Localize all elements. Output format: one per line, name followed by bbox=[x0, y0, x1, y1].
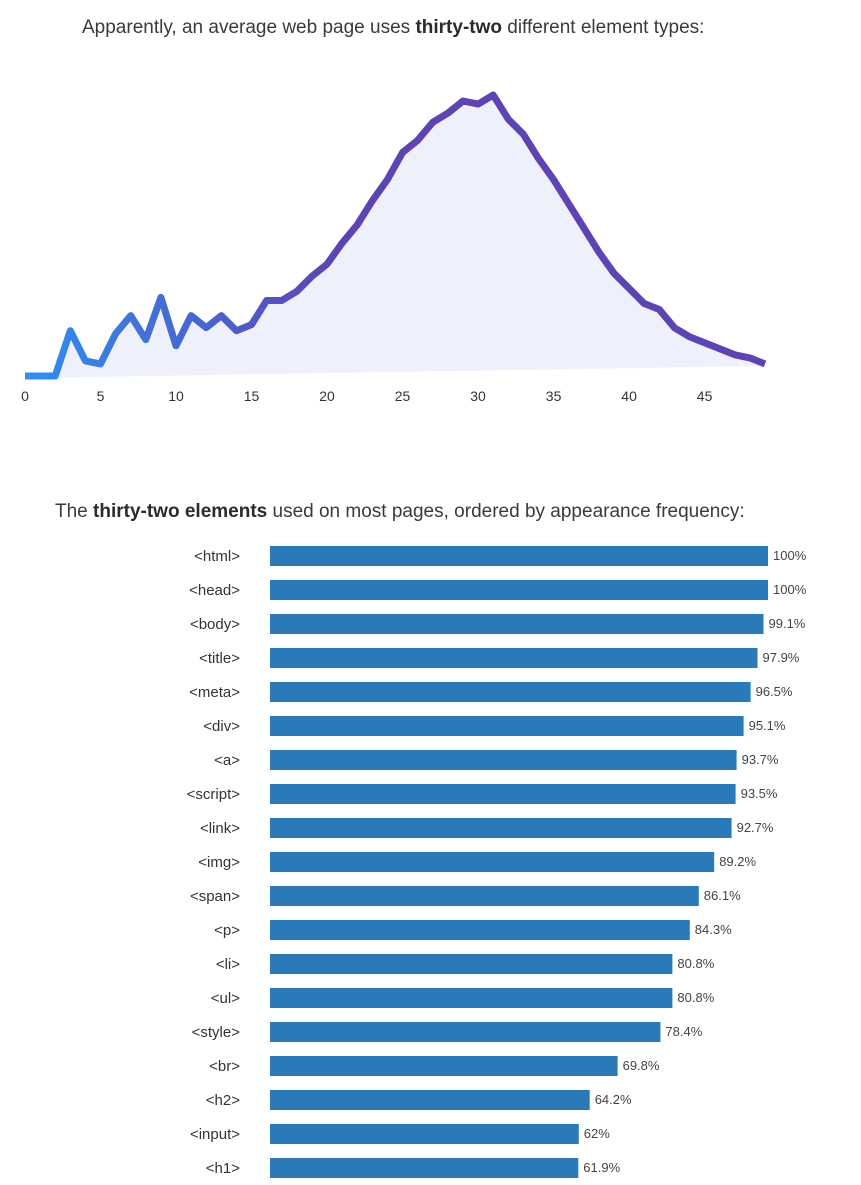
bar bbox=[270, 1056, 618, 1076]
category-label: <img> bbox=[198, 854, 240, 871]
bar bbox=[270, 750, 737, 770]
category-label: <br> bbox=[209, 1058, 240, 1075]
bar bbox=[270, 1022, 661, 1042]
bar-value-label: 89.2% bbox=[719, 854, 756, 869]
bar bbox=[270, 852, 715, 872]
bar bbox=[270, 614, 764, 634]
bar-value-label: 93.5% bbox=[741, 786, 778, 801]
intro-text-bold: thirty-two bbox=[415, 17, 502, 38]
x-axis-ticks: 0 5 10 15 20 25 30 35 40 45 bbox=[21, 388, 712, 404]
bar bbox=[270, 784, 736, 804]
bar-value-label: 84.3% bbox=[695, 922, 732, 937]
bar-value-label: 78.4% bbox=[665, 1024, 702, 1039]
bars bbox=[270, 546, 768, 1178]
category-label: <html> bbox=[194, 548, 240, 565]
distribution-line bbox=[25, 91, 767, 380]
category-label: <li> bbox=[216, 956, 240, 973]
bar-value-label: 100% bbox=[773, 548, 807, 563]
bar bbox=[270, 1090, 590, 1110]
x-tick-label: 40 bbox=[621, 388, 637, 404]
distribution-area-layer bbox=[25, 95, 765, 378]
bar-value-label: 80.8% bbox=[677, 956, 714, 971]
category-label: <head> bbox=[189, 582, 240, 599]
intro-text-bold: thirty-two elements bbox=[93, 501, 268, 522]
bar bbox=[270, 1124, 579, 1144]
bar bbox=[270, 886, 699, 906]
x-tick-label: 45 bbox=[697, 388, 713, 404]
intro-text-after: different element types: bbox=[501, 17, 705, 38]
bar-value-label: 92.7% bbox=[737, 820, 774, 835]
bar bbox=[270, 818, 732, 838]
category-label: <script> bbox=[187, 786, 241, 803]
bar-value-label: 100% bbox=[773, 582, 807, 597]
category-label: <span> bbox=[190, 888, 240, 905]
x-tick-label: 35 bbox=[546, 388, 562, 404]
intro-heading-distribution: Apparently, an average web page uses thi… bbox=[82, 16, 704, 40]
category-label: <h2> bbox=[206, 1092, 240, 1109]
bar bbox=[270, 716, 744, 736]
x-tick-label: 30 bbox=[470, 388, 486, 404]
bar-value-label: 96.5% bbox=[756, 684, 793, 699]
intro-heading-bars: The thirty-two elements used on most pag… bbox=[55, 500, 745, 524]
x-tick-label: 25 bbox=[395, 388, 411, 404]
category-label: <div> bbox=[203, 718, 240, 735]
bar-value-label: 97.9% bbox=[763, 650, 800, 665]
category-label: <input> bbox=[190, 1126, 240, 1143]
bar bbox=[270, 580, 768, 600]
intro-text-before: Apparently, an average web page uses bbox=[82, 17, 416, 38]
bar-value-label: 69.8% bbox=[623, 1058, 660, 1073]
category-label: <p> bbox=[214, 922, 240, 939]
category-label: <ul> bbox=[211, 990, 240, 1007]
x-tick-label: 20 bbox=[319, 388, 335, 404]
category-label: <meta> bbox=[189, 684, 240, 701]
category-label: <body> bbox=[190, 616, 240, 633]
bar-value-label: 61.9% bbox=[583, 1160, 620, 1175]
bar bbox=[270, 988, 673, 1008]
bar bbox=[270, 648, 758, 668]
category-label: <a> bbox=[214, 752, 240, 769]
value-labels: 100% 100% 99.1% 97.9% 96.5% 95.1% 93.7% 93.5% 92… bbox=[583, 548, 806, 1175]
bar-value-label: 95.1% bbox=[749, 718, 786, 733]
bar bbox=[270, 682, 751, 702]
element-frequency-bar-chart: <html> <head> <body> <title> <meta> <div> <a> <… bbox=[187, 546, 807, 1178]
category-label: <h1> bbox=[206, 1160, 240, 1177]
bar-value-label: 62% bbox=[584, 1126, 610, 1141]
distribution-area bbox=[25, 95, 765, 378]
category-label: <link> bbox=[200, 820, 240, 837]
bar-value-label: 80.8% bbox=[677, 990, 714, 1005]
x-tick-label: 5 bbox=[97, 388, 105, 404]
bar bbox=[270, 546, 768, 566]
bar bbox=[270, 954, 673, 974]
bar-value-label: 64.2% bbox=[595, 1092, 632, 1107]
bar-value-label: 99.1% bbox=[769, 616, 806, 631]
bar-value-label: 86.1% bbox=[704, 888, 741, 903]
bar bbox=[270, 1158, 579, 1178]
category-label: <style> bbox=[192, 1024, 241, 1041]
x-tick-label: 0 bbox=[21, 388, 29, 404]
x-tick-label: 15 bbox=[244, 388, 260, 404]
category-labels: <html> <head> <body> <title> <meta> <div> <a> <… bbox=[187, 548, 241, 1177]
element-count-distribution-chart: 0 5 10 15 20 25 30 35 40 45 bbox=[21, 91, 767, 404]
x-tick-label: 10 bbox=[168, 388, 184, 404]
category-label: <title> bbox=[199, 650, 240, 667]
intro-text-before: The bbox=[55, 501, 94, 522]
distribution-line-layer bbox=[25, 91, 767, 380]
intro-text-after: used on most pages, ordered by appearanc… bbox=[267, 501, 745, 522]
bar-value-label: 93.7% bbox=[742, 752, 779, 767]
bar bbox=[270, 920, 690, 940]
